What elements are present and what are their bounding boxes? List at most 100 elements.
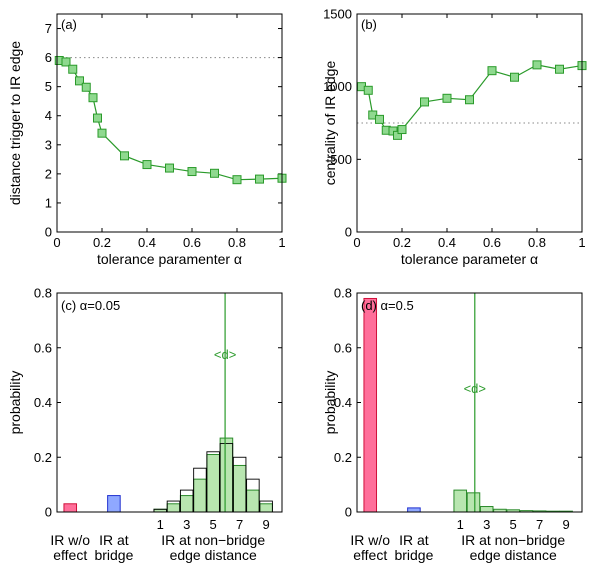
mean-label: <d>	[214, 347, 236, 362]
y-tick-label: 0.2	[334, 450, 352, 465]
y-tick-label: 2	[45, 166, 52, 181]
data-point	[465, 95, 474, 105]
data-point	[532, 60, 542, 70]
bar-distance	[179, 495, 194, 513]
data-point	[232, 175, 242, 185]
category-label: bridge	[94, 547, 133, 563]
distance-tick-label: 7	[536, 517, 543, 532]
mean-label: <d>	[464, 381, 486, 396]
y-tick-label: 0.4	[334, 395, 352, 410]
bar-distance	[466, 492, 481, 513]
plot-frame	[56, 292, 283, 513]
y-tick-label: 0.6	[34, 340, 52, 355]
data-point	[442, 93, 452, 103]
bar-ir-without-effect	[63, 503, 78, 513]
category-label: effect	[353, 547, 387, 563]
x-tick-label: 0.8	[228, 235, 246, 250]
panel-label: (c) α=0.05	[61, 298, 120, 313]
plot-frame	[56, 13, 283, 233]
bar-distance	[206, 454, 220, 513]
y-axis-label: distance trigger to IR edge	[7, 41, 23, 205]
bar-distance	[219, 437, 234, 513]
data-point	[187, 167, 197, 177]
plot-frame	[356, 292, 583, 513]
data-point	[255, 174, 264, 184]
category-label: effect	[53, 547, 87, 563]
y-tick-label: 1500	[323, 7, 352, 22]
y-tick-label: 1	[45, 195, 52, 210]
data-point	[97, 128, 107, 138]
data-point	[61, 57, 71, 67]
bar-distance	[166, 503, 181, 513]
data-point	[165, 163, 174, 173]
x-tick-label: 0.2	[93, 235, 111, 250]
y-tick-label: 5	[45, 79, 52, 94]
category-label: bridge	[394, 547, 433, 563]
y-axis-label: centrality of IR edge	[322, 61, 338, 186]
x-tick-label: 0.8	[528, 235, 546, 250]
category-label: edge distance	[470, 547, 557, 563]
distance-tick-label: 1	[457, 517, 464, 532]
distance-tick-label: 9	[263, 517, 270, 532]
distance-tick-label: 3	[483, 517, 490, 532]
y-tick-label: 0.8	[34, 286, 52, 301]
y-tick-label: 1000	[323, 79, 352, 94]
panel-label: (d) α=0.5	[361, 298, 414, 313]
distance-tick-label: 3	[183, 517, 190, 532]
category-label: IR at	[399, 532, 429, 548]
data-point	[88, 93, 98, 103]
bar-distance	[232, 464, 247, 513]
panel-label: (b)	[361, 17, 377, 32]
y-tick-label: 0.6	[334, 340, 352, 355]
x-axis-label: tolerance parameter α	[401, 251, 538, 267]
distance-tick-label: 5	[510, 517, 517, 532]
data-point	[375, 114, 384, 124]
distance-tick-label: 1	[157, 517, 164, 532]
category-label: IR w/o	[350, 532, 390, 548]
y-tick-label: 0	[345, 505, 352, 520]
data-point	[363, 85, 373, 95]
y-tick-label: 4	[45, 108, 52, 123]
data-point	[75, 76, 84, 86]
data-point	[210, 168, 219, 178]
distance-tick-label: 9	[563, 517, 570, 532]
x-tick-label: 0.6	[183, 235, 201, 250]
data-point	[93, 113, 102, 123]
distance-tick-label: 7	[236, 517, 243, 532]
panel-a: 0 0.2 0.4 0.6 0.8 1 0 1 2 3 4 5 6 7 (a) tolerance param…	[7, 13, 287, 267]
data-point	[68, 64, 78, 74]
bar-distance	[453, 489, 468, 513]
category-label: IR w/o	[50, 532, 90, 548]
y-tick-label: 0	[45, 225, 52, 240]
data-point	[81, 82, 91, 92]
y-tick-label: 0	[345, 225, 352, 240]
data-point	[510, 72, 519, 82]
bar-distance	[259, 503, 273, 513]
y-tick-label: 7	[45, 21, 52, 36]
category-label: IR at non−bridge	[461, 532, 565, 548]
x-tick-label: 1	[578, 235, 585, 250]
x-tick-label: 0	[53, 235, 60, 250]
data-point	[555, 64, 564, 74]
distance-tick-label: 5	[210, 517, 217, 532]
y-tick-label: 0.8	[334, 286, 352, 301]
panel-b: 0 0.2 0.4 0.6 0.8 1 0 500 1000 1500 (b) tolerance p…	[322, 7, 587, 267]
panel-label: (a)	[61, 17, 77, 32]
data-point	[420, 97, 429, 107]
x-tick-label: 0.2	[393, 235, 411, 250]
y-axis-label: probability	[7, 371, 23, 435]
category-label: IR at non−bridge	[161, 532, 265, 548]
bar-ir-without-effect	[363, 297, 378, 513]
y-tick-label: 0.4	[34, 395, 52, 410]
bar-distance	[479, 506, 494, 513]
y-tick-label: 6	[45, 50, 52, 65]
data-point	[397, 125, 407, 135]
x-tick-label: 0	[353, 235, 360, 250]
category-label: edge distance	[170, 547, 257, 563]
data-point	[142, 160, 152, 170]
x-tick-label: 0.4	[138, 235, 156, 250]
y-axis-label: probability	[322, 371, 338, 435]
bar-distance	[193, 478, 207, 513]
